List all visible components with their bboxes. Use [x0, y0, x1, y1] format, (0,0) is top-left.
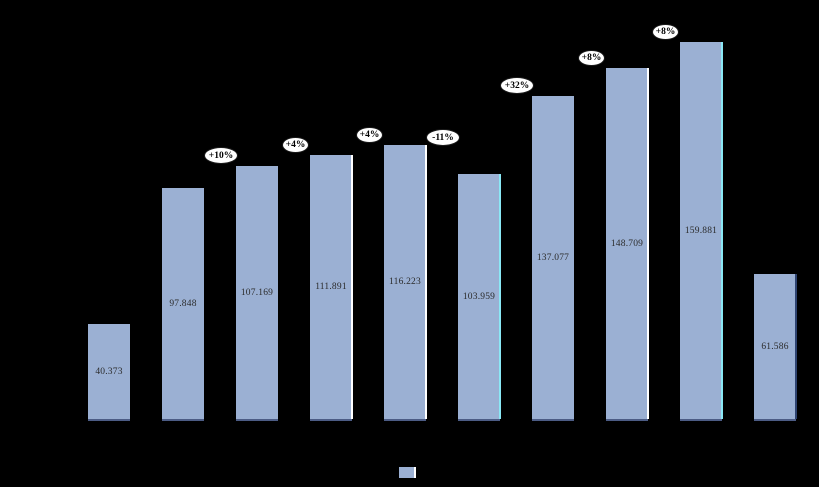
bar-value-label: 61.586: [761, 342, 789, 352]
bar-right-edge-highlight: [647, 68, 649, 419]
pct-change-callout: +4%: [282, 137, 309, 153]
bar: [310, 155, 352, 421]
bar: [754, 274, 796, 421]
bar: [384, 145, 426, 421]
bar-right-edge-highlight: [351, 155, 353, 419]
bar-value-label: 111.891: [315, 282, 347, 292]
bar-right-edge-highlight: [499, 174, 501, 419]
legend-swatch-icon: [399, 467, 416, 478]
bar-value-label: 148.709: [610, 239, 644, 249]
bar-value-label: 137.077: [536, 253, 570, 263]
bar-value-label: 97.848: [169, 299, 197, 309]
bar-value-label: 159.881: [684, 226, 718, 236]
pct-change-callout: +8%: [652, 24, 679, 40]
pct-change-callout: +4%: [356, 127, 383, 143]
bar: [88, 324, 130, 421]
bar-right-edge-highlight: [721, 42, 723, 419]
bar: [606, 68, 648, 421]
bar-value-label: 103.959: [462, 292, 496, 302]
bar-right-edge-highlight: [425, 145, 427, 419]
legend: [399, 467, 416, 478]
pct-change-callout: +32%: [500, 77, 534, 94]
pct-change-callout: +8%: [578, 50, 605, 66]
bar-value-label: 107.169: [240, 288, 274, 298]
bar: [162, 188, 204, 421]
bar-value-label: 116.223: [389, 277, 421, 287]
pct-change-callout: -11%: [426, 129, 460, 146]
bar: [458, 174, 500, 421]
bar: [532, 96, 574, 421]
bar-right-edge-highlight: [795, 274, 797, 419]
bar-value-label: 40.373: [95, 367, 123, 377]
pct-change-callout: +10%: [204, 147, 238, 164]
bar: [680, 42, 722, 421]
bar: [236, 166, 278, 421]
